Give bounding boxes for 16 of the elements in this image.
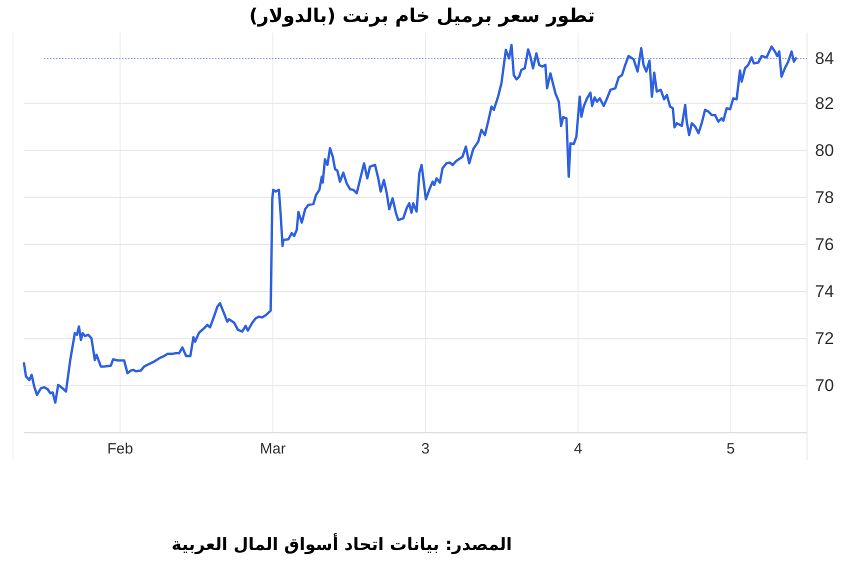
y-tick-label: 80 — [815, 140, 834, 160]
y-tick-label: 78 — [815, 188, 834, 207]
x-tick-label: Mar — [260, 440, 286, 458]
y-tick-label: 76 — [815, 234, 834, 254]
text: المصدر: بيانات اتحاد أسواق المال العربية — [172, 533, 512, 555]
ref-line-label: 84 — [815, 49, 834, 68]
x-tick-label: 5 — [726, 440, 735, 458]
line-series — [22, 44, 798, 404]
chart-title: تطور سعر برميل خام برنت (بالدولار) — [249, 5, 595, 27]
y-tick-label: 82 — [815, 94, 834, 113]
x-tick-label: Feb — [107, 440, 134, 458]
y-tick-label: 74 — [815, 282, 834, 302]
y-tick-label: 72 — [815, 329, 834, 348]
x-tick-label: 3 — [421, 440, 430, 458]
y-tick-label: 70 — [815, 376, 834, 396]
x-tick-label: 4 — [574, 440, 582, 458]
